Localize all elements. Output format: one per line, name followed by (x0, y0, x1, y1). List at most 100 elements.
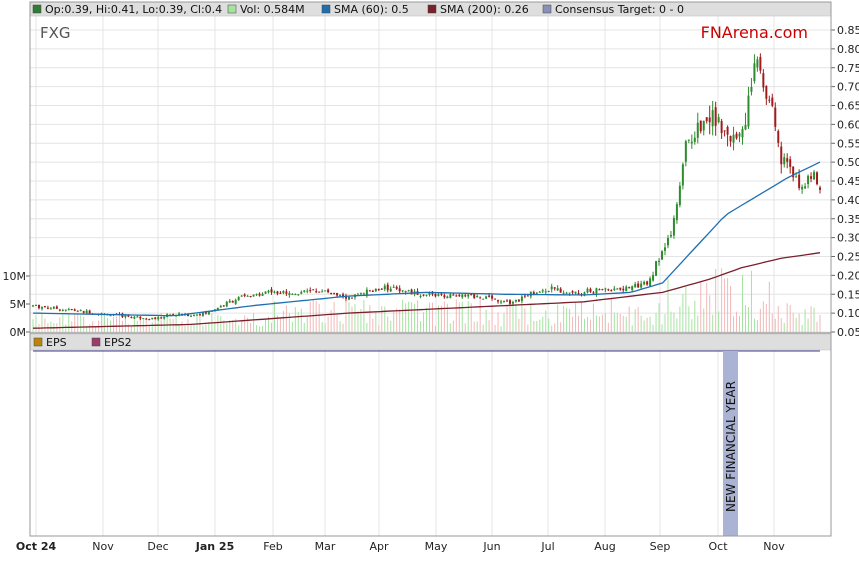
price-tick-label: 0.25 (837, 251, 859, 264)
candle-body (705, 117, 708, 122)
x-tick-label: May (425, 540, 448, 553)
candle-body (198, 314, 201, 316)
candle-body (294, 294, 297, 296)
candle-body (717, 117, 720, 123)
candle-body (577, 293, 580, 295)
candle-body (365, 289, 368, 295)
legend-label: Op:0.39, Hi:0.41, Lo:0.39, Cl:0.4 (45, 3, 222, 16)
candle-body (350, 297, 353, 299)
candle-body (407, 290, 410, 292)
candle-body (461, 294, 464, 298)
candle-body (658, 260, 661, 262)
candle-body (652, 275, 655, 281)
legend-label: SMA (200): 0.26 (440, 3, 529, 16)
candle-body (684, 141, 687, 162)
x-tick-label: Oct (708, 540, 728, 553)
candle-body (816, 172, 819, 185)
candle-body (359, 293, 362, 295)
legend-swatch (542, 4, 552, 14)
candle-body (520, 296, 523, 302)
candle-body (291, 293, 294, 295)
candle-body (774, 107, 777, 127)
candle-body (273, 291, 276, 293)
candle-body (422, 294, 425, 296)
candle-body (500, 301, 503, 303)
new-financial-year-band (723, 351, 738, 536)
candle-body (145, 318, 148, 320)
candle-body (246, 295, 249, 297)
candle-body (336, 293, 339, 296)
candle-body (556, 288, 559, 291)
candle-body (374, 288, 377, 292)
price-tick-label: 0.20 (837, 269, 859, 282)
candle-body (279, 292, 282, 294)
candle-body (222, 305, 225, 307)
candle-body (753, 63, 756, 82)
candle-body (503, 300, 506, 302)
candle-body (345, 295, 348, 299)
candle-body (342, 294, 345, 297)
candle-body (73, 309, 76, 311)
candle-body (729, 136, 732, 142)
candle-body (231, 301, 234, 303)
candle-body (255, 294, 258, 296)
price-tick-label: 0.65 (837, 100, 859, 113)
candle-body (470, 294, 473, 296)
x-tick-label: Nov (92, 540, 114, 553)
candle-body (637, 283, 640, 288)
candle-body (368, 290, 371, 292)
candle-body (288, 293, 291, 295)
candle-body (133, 316, 136, 319)
x-tick-label: Nov (763, 540, 785, 553)
legend-swatch (321, 4, 331, 14)
price-tick-label: 0.45 (837, 175, 859, 188)
candle-body (419, 295, 422, 297)
candle-body (792, 166, 795, 178)
x-tick-label: Dec (147, 540, 168, 553)
candle-body (640, 283, 643, 288)
candle-body (467, 294, 470, 297)
candle-body (425, 294, 428, 296)
candle-body (663, 247, 666, 251)
candle-body (130, 317, 133, 319)
candle-body (649, 278, 652, 287)
candle-body (219, 306, 222, 308)
x-axis: Oct 24 Nov Dec Jan 25 Feb Mar Apr May Jun Jul Aug S… (16, 540, 785, 553)
candle-body (285, 291, 288, 294)
candle-body (616, 288, 619, 290)
candle-body (744, 125, 747, 130)
candle-body (228, 300, 231, 303)
candle-body (127, 315, 130, 317)
candle-body (747, 95, 750, 127)
candle-body (482, 298, 485, 300)
brand-logo: FNArena.com (701, 23, 808, 42)
candle-body (613, 288, 616, 290)
price-tick-label: 0.85 (837, 24, 859, 37)
ticker-label: FXG (40, 24, 71, 42)
x-tick-label: Feb (263, 540, 282, 553)
candle-body (401, 290, 404, 292)
candle-body (789, 159, 792, 167)
candle-body (625, 286, 628, 292)
candle-body (37, 304, 40, 309)
legend: Op:0.39, Hi:0.41, Lo:0.39, Cl:0.4 Vol: 0.… (32, 3, 684, 16)
candle-body (798, 174, 801, 189)
x-tick-label: Jun (482, 540, 500, 553)
candle-body (201, 312, 204, 316)
candle-body (216, 307, 219, 310)
candle-body (476, 295, 479, 298)
candle-body (452, 294, 455, 296)
candle-body (714, 107, 717, 126)
candle-body (669, 235, 672, 237)
candle-body (780, 146, 783, 165)
candle-body (494, 298, 497, 300)
candle-body (225, 301, 228, 307)
candle-body (696, 122, 699, 138)
candle-body (76, 310, 79, 312)
candle-body (723, 130, 726, 132)
legend-label: SMA (60): 0.5 (334, 3, 409, 16)
eps-legend-label: EPS2 (104, 336, 132, 349)
price-tick-label: 0.35 (837, 213, 859, 226)
candle-body (64, 309, 67, 311)
candle-body (544, 291, 547, 293)
